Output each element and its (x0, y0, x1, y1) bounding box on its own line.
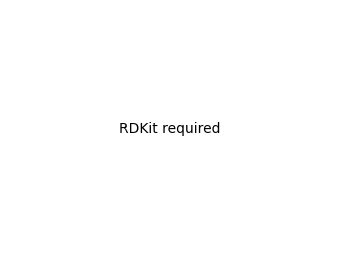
Text: RDKit required: RDKit required (119, 122, 220, 136)
